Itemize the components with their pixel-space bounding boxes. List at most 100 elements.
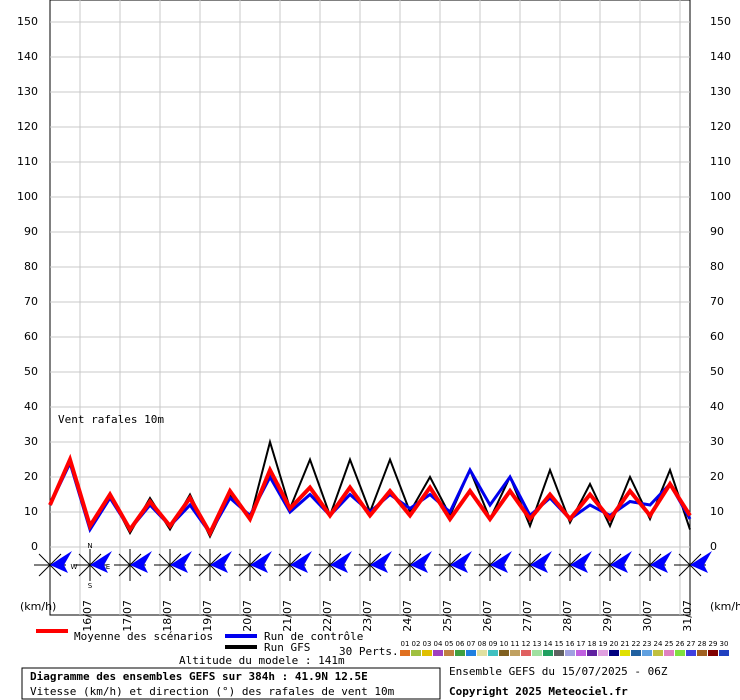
legend-label: 05 [445,640,454,648]
legend-label: 16 [566,640,575,648]
legend-label: Moyenne des scénarios [74,630,213,643]
legend-label: 17 [577,640,586,648]
chart-subtitle: Vitesse (km/h) et direction (°) des rafa… [30,685,395,698]
x-tick-label: 21/07 [281,600,294,632]
legend-label: 06 [456,640,465,648]
compass-label: E [106,563,110,571]
y-tick-label: 110 [17,155,38,168]
y-tick-label: 80 [710,260,724,273]
x-tick-label: 23/07 [361,600,374,632]
legend-swatch [444,650,454,656]
legend-swatch [455,650,465,656]
copyright: Copyright 2025 Meteociel.fr [449,685,628,698]
legend-swatch [697,650,707,656]
y-tick-label: 70 [710,295,724,308]
y-unit: (km/h) [710,600,740,613]
legend-label: 29 [709,640,718,648]
x-tick-label: 24/07 [401,600,414,632]
y-tick-label: 120 [17,120,38,133]
legend-swatch [400,650,410,656]
y-tick-label: 90 [24,225,38,238]
legend-label: 23 [643,640,652,648]
legend-swatch [499,650,509,656]
legend-swatch [510,650,520,656]
legend-swatch [488,650,498,656]
y-unit: (km/h) [20,600,56,613]
chart-title: Diagramme des ensembles GEFS sur 384h : … [30,670,368,683]
legend-label: 03 [423,640,432,648]
x-tick-label: 16/07 [81,600,94,632]
y-tick-label: 40 [710,400,724,413]
y-tick-label: 130 [17,85,38,98]
x-tick-label: 27/07 [521,600,534,632]
legend-label: 25 [665,640,674,648]
y-tick-label: 30 [710,435,724,448]
altitude: Altitude du modele : 141m [179,654,345,667]
x-tick-label: 19/07 [201,600,214,632]
legend-label: 12 [522,640,531,648]
legend-label: 04 [434,640,443,648]
y-tick-label: 0 [31,540,38,553]
series-lines [48,438,692,539]
legend-swatch [565,650,575,656]
x-tick-label: 26/07 [481,600,494,632]
legend-swatch [719,650,729,656]
legend-swatch [532,650,542,656]
y-tick-label: 20 [24,470,38,483]
legend-swatch [521,650,531,656]
wind-rose [33,548,73,582]
legend-swatch [675,650,685,656]
legend-swatch [686,650,696,656]
legend-label: Run de contrôle [264,630,363,643]
y-tick-label: 100 [17,190,38,203]
legend-swatch [598,650,608,656]
y-tick-label: 40 [24,400,38,413]
x-tick-label: 28/07 [561,600,574,632]
legend-swatch [466,650,476,656]
x-tick-label: 17/07 [121,600,134,632]
legend-label: 19 [599,640,608,648]
y-tick-label: 10 [710,505,724,518]
legend-label: 13 [533,640,542,648]
legend-swatch [587,650,597,656]
x-tick-label: 29/07 [601,600,614,632]
legend-label: 09 [489,640,498,648]
legend-swatch [631,650,641,656]
x-tick-label: 18/07 [161,600,174,632]
compass-label: N [87,542,92,550]
y-tick-label: 150 [710,15,731,28]
y-tick-label: 80 [24,260,38,273]
y-tick-label: 20 [710,470,724,483]
y-tick-label: 140 [17,50,38,63]
legend-label: 11 [511,640,520,648]
plot-frame [49,0,691,616]
x-tick-label: 22/07 [321,600,334,632]
legend-label: 30 [720,640,729,648]
x-tick-label: 31/07 [681,600,694,632]
legend-swatch [642,650,652,656]
legend-swatch [664,650,674,656]
y-tick-label: 130 [710,85,731,98]
compass-label: S [88,582,93,590]
y-tick-label: 100 [710,190,731,203]
legend-swatch [576,650,586,656]
series-line [48,453,692,538]
legend-swatch [620,650,630,656]
legend-swatch [477,650,487,656]
wind-roses [33,548,713,582]
y-tick-label: 90 [710,225,724,238]
x-tick-label: 25/07 [441,600,454,632]
y-tick-label: 30 [24,435,38,448]
legend-label: 01 [401,640,410,648]
legend-label: 22 [632,640,641,648]
legend-label: 26 [676,640,685,648]
series-line [49,438,691,539]
y-tick-label: 0 [710,540,717,553]
legend-label: 27 [687,640,696,648]
legend-label: 02 [412,640,421,648]
perturbations-label: 30 Perts. [339,645,399,658]
legend-swatch [422,650,432,656]
legend-swatch [433,650,443,656]
legend-label: 07 [467,640,476,648]
